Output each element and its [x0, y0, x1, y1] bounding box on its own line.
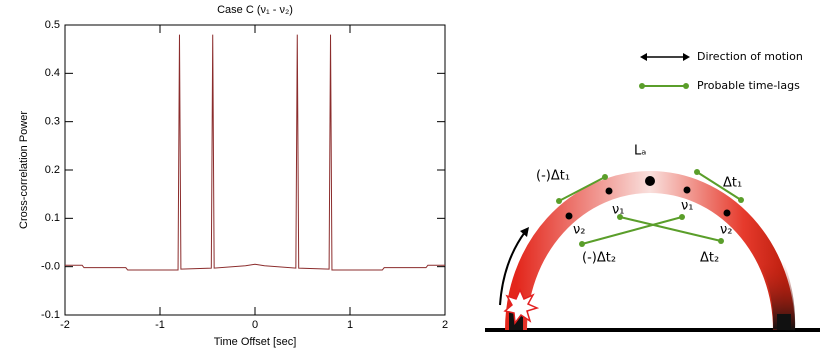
x-tick-label: 2 [442, 319, 448, 331]
x-tick-label: -2 [60, 319, 70, 331]
arrow-head [520, 227, 529, 237]
y-axis-label: Cross-correlation Power [18, 111, 30, 229]
legend-dot [683, 83, 689, 89]
footpoint [777, 314, 791, 330]
flare-burst [503, 288, 540, 325]
line-chart: Case C (ν₁ - ν₂) Time Offset [sec] Cross… [18, 4, 448, 348]
x-tick-label: 1 [347, 319, 353, 331]
loop-points [565, 176, 731, 220]
legend-text: Direction of motion [697, 50, 803, 63]
legend-dot [639, 83, 645, 89]
arch [505, 171, 795, 331]
y-tick-label: 0.1 [45, 212, 60, 224]
y-tick-label: 0.2 [45, 164, 60, 176]
data-line [65, 34, 445, 271]
diagram-label: ν₂ [720, 223, 732, 238]
y-tick-label: 0.4 [45, 67, 60, 79]
plot-frame [64, 24, 446, 316]
y-tick-label: -0.0 [41, 261, 60, 273]
motion-arrow [499, 231, 526, 306]
arrow-head [683, 53, 690, 61]
diagram-label: Lₐ [634, 144, 646, 159]
legend-text: Probable time-lags [697, 79, 800, 92]
time-lag-dots [556, 169, 744, 247]
y-tick-label: 0.3 [45, 116, 60, 128]
diagram-label: ν₂ [573, 223, 585, 238]
diagram-label: ν₁ [612, 203, 624, 218]
time-lag-lines [558, 171, 742, 245]
chart-title: Case C (ν₁ - ν₂) [217, 4, 293, 16]
diagram-label: (-)Δt₂ [582, 251, 616, 266]
x-axis-label: Time Offset [sec] [214, 336, 297, 348]
y-tick-label: 0.5 [45, 19, 60, 31]
y-tick-label: -0.1 [41, 309, 60, 321]
x-tick-label: 0 [252, 319, 258, 331]
diagram-label: Δt₁ [723, 176, 742, 191]
arrow-head [640, 53, 647, 61]
x-tick-label: -1 [155, 319, 165, 331]
diagram: Direction of motion Probable time-lags L… [485, 50, 820, 332]
diagram-label: Δt₂ [700, 251, 719, 266]
diagram-label: (-)Δt₁ [536, 169, 570, 184]
diagram-label: ν₁ [681, 199, 693, 214]
